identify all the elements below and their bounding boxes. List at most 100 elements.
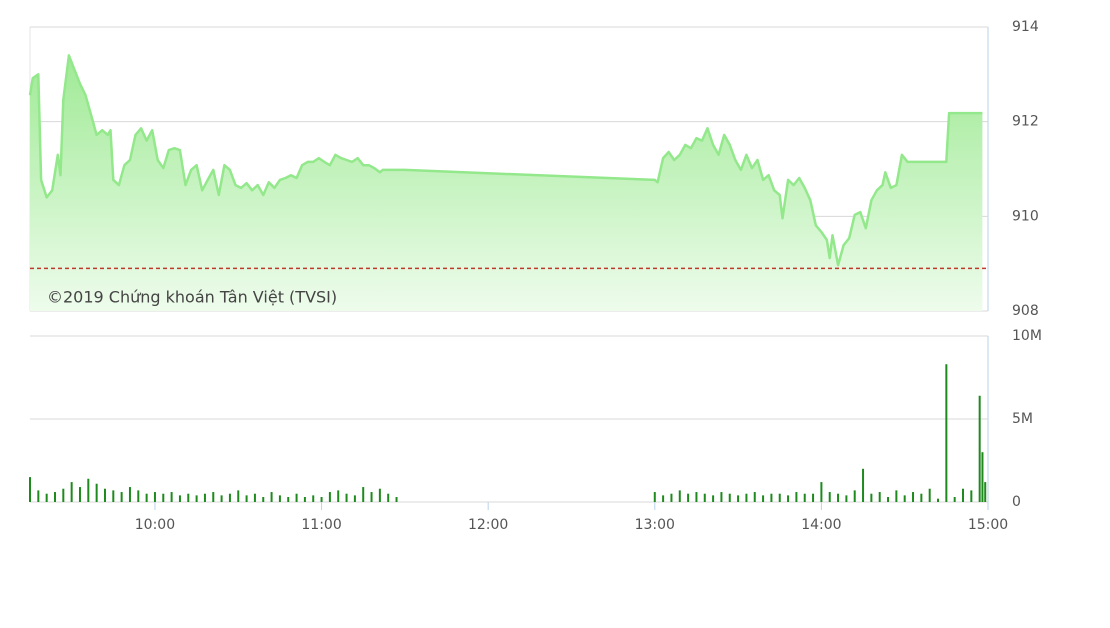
volume-bar bbox=[812, 493, 815, 502]
volume-bar bbox=[762, 495, 765, 502]
y-tick-label: 910 bbox=[1012, 208, 1039, 224]
volume-bar bbox=[720, 492, 723, 502]
volume-bar bbox=[981, 452, 984, 502]
volume-bar bbox=[95, 483, 98, 502]
volume-bar bbox=[820, 482, 823, 502]
volume-bar bbox=[753, 492, 756, 502]
volume-bar bbox=[87, 478, 90, 502]
volume-bar bbox=[670, 493, 673, 502]
volume-bar bbox=[103, 488, 106, 502]
volume-bar bbox=[212, 492, 215, 502]
volume-bar bbox=[370, 492, 373, 502]
volume-bar bbox=[303, 497, 306, 502]
volume-bar bbox=[878, 492, 881, 502]
volume-bar bbox=[395, 497, 398, 502]
volume-bar bbox=[195, 495, 198, 502]
x-tick-label: 12:00 bbox=[468, 517, 508, 533]
volume-bar bbox=[187, 493, 190, 502]
x-tick-label: 10:00 bbox=[135, 517, 175, 533]
volume-bar bbox=[78, 487, 81, 502]
volume-bar bbox=[112, 490, 115, 502]
volume-bar bbox=[928, 488, 931, 502]
volume-bar bbox=[228, 493, 231, 502]
volume-bar bbox=[170, 492, 173, 502]
volume-bar bbox=[887, 497, 890, 502]
x-tick-label: 11:00 bbox=[301, 517, 341, 533]
volume-bar bbox=[387, 493, 390, 502]
volume-bar bbox=[828, 492, 831, 502]
volume-bar bbox=[978, 395, 981, 502]
area bbox=[30, 55, 983, 312]
volume-bar bbox=[903, 495, 906, 502]
x-tick-label: 13:00 bbox=[635, 517, 675, 533]
volume-bar bbox=[962, 488, 965, 502]
volume-bar bbox=[62, 488, 65, 502]
volume-bar bbox=[203, 493, 206, 502]
volume-bar bbox=[295, 493, 298, 502]
volume-bar bbox=[345, 493, 348, 502]
volume-bar bbox=[220, 495, 223, 502]
volume-bar bbox=[678, 490, 681, 502]
y-tick-label: 908 bbox=[1012, 303, 1039, 319]
volume-bar bbox=[745, 493, 748, 502]
volume-bar bbox=[145, 493, 148, 502]
volume-bar bbox=[703, 493, 706, 502]
volume-bar bbox=[837, 493, 840, 502]
volume-bar bbox=[870, 493, 873, 502]
y-tick-label: 912 bbox=[1012, 114, 1039, 130]
volume-bar bbox=[803, 493, 806, 502]
volume-bar bbox=[137, 490, 140, 502]
volume-bar bbox=[278, 495, 281, 502]
x-tick-label: 15:00 bbox=[968, 517, 1008, 533]
volume-bar bbox=[245, 495, 248, 502]
y-tick-label: 10M bbox=[1012, 328, 1042, 344]
volume-bar bbox=[153, 492, 156, 502]
y-tick-label: 0 bbox=[1012, 494, 1021, 510]
volume-bar bbox=[953, 497, 956, 502]
y-tick-label: 914 bbox=[1012, 19, 1039, 35]
volume-bar bbox=[778, 493, 781, 502]
volume-bar bbox=[270, 492, 273, 502]
volume-bar bbox=[328, 492, 331, 502]
volume-bar bbox=[320, 497, 323, 502]
volume-bar bbox=[920, 493, 923, 502]
volume-bar bbox=[653, 492, 656, 502]
volume-bar bbox=[178, 495, 181, 502]
volume-bar bbox=[53, 492, 56, 502]
volume-bar bbox=[970, 490, 973, 502]
volume-bar bbox=[895, 490, 898, 502]
volume-bar bbox=[45, 493, 48, 502]
volume-bar bbox=[912, 492, 915, 502]
volume-bar bbox=[120, 492, 123, 502]
volume-bar bbox=[237, 490, 240, 502]
volume-bar bbox=[853, 490, 856, 502]
volume-bar bbox=[737, 495, 740, 502]
volume-bar bbox=[787, 495, 790, 502]
volume-bar bbox=[728, 493, 731, 502]
volume-bar bbox=[662, 495, 665, 502]
volume-bar bbox=[984, 482, 987, 502]
volume-bar bbox=[353, 495, 356, 502]
volume-bar bbox=[695, 492, 698, 502]
volume-bar bbox=[253, 493, 256, 502]
volume-bar bbox=[287, 497, 290, 502]
volume-bar bbox=[362, 487, 365, 502]
copyright: ©2019 Chứng khoán Tân Việt (TVSI) bbox=[47, 288, 337, 307]
y-tick-label: 5M bbox=[1012, 411, 1033, 427]
volume-bar bbox=[262, 497, 265, 502]
volume-bar bbox=[795, 492, 798, 502]
volume-bar bbox=[712, 495, 715, 502]
volume-bar bbox=[378, 488, 381, 502]
volume-bar bbox=[845, 495, 848, 502]
volume-bar bbox=[337, 490, 340, 502]
volume-bar bbox=[70, 482, 73, 502]
volume-bar bbox=[312, 495, 315, 502]
volume-bar bbox=[128, 487, 131, 502]
x-tick-label: 14:00 bbox=[801, 517, 841, 533]
price-line bbox=[28, 54, 983, 267]
volume-bar bbox=[162, 493, 165, 502]
volume-bar bbox=[862, 468, 865, 502]
volume-bar bbox=[945, 364, 948, 502]
volume-bar bbox=[687, 493, 690, 502]
